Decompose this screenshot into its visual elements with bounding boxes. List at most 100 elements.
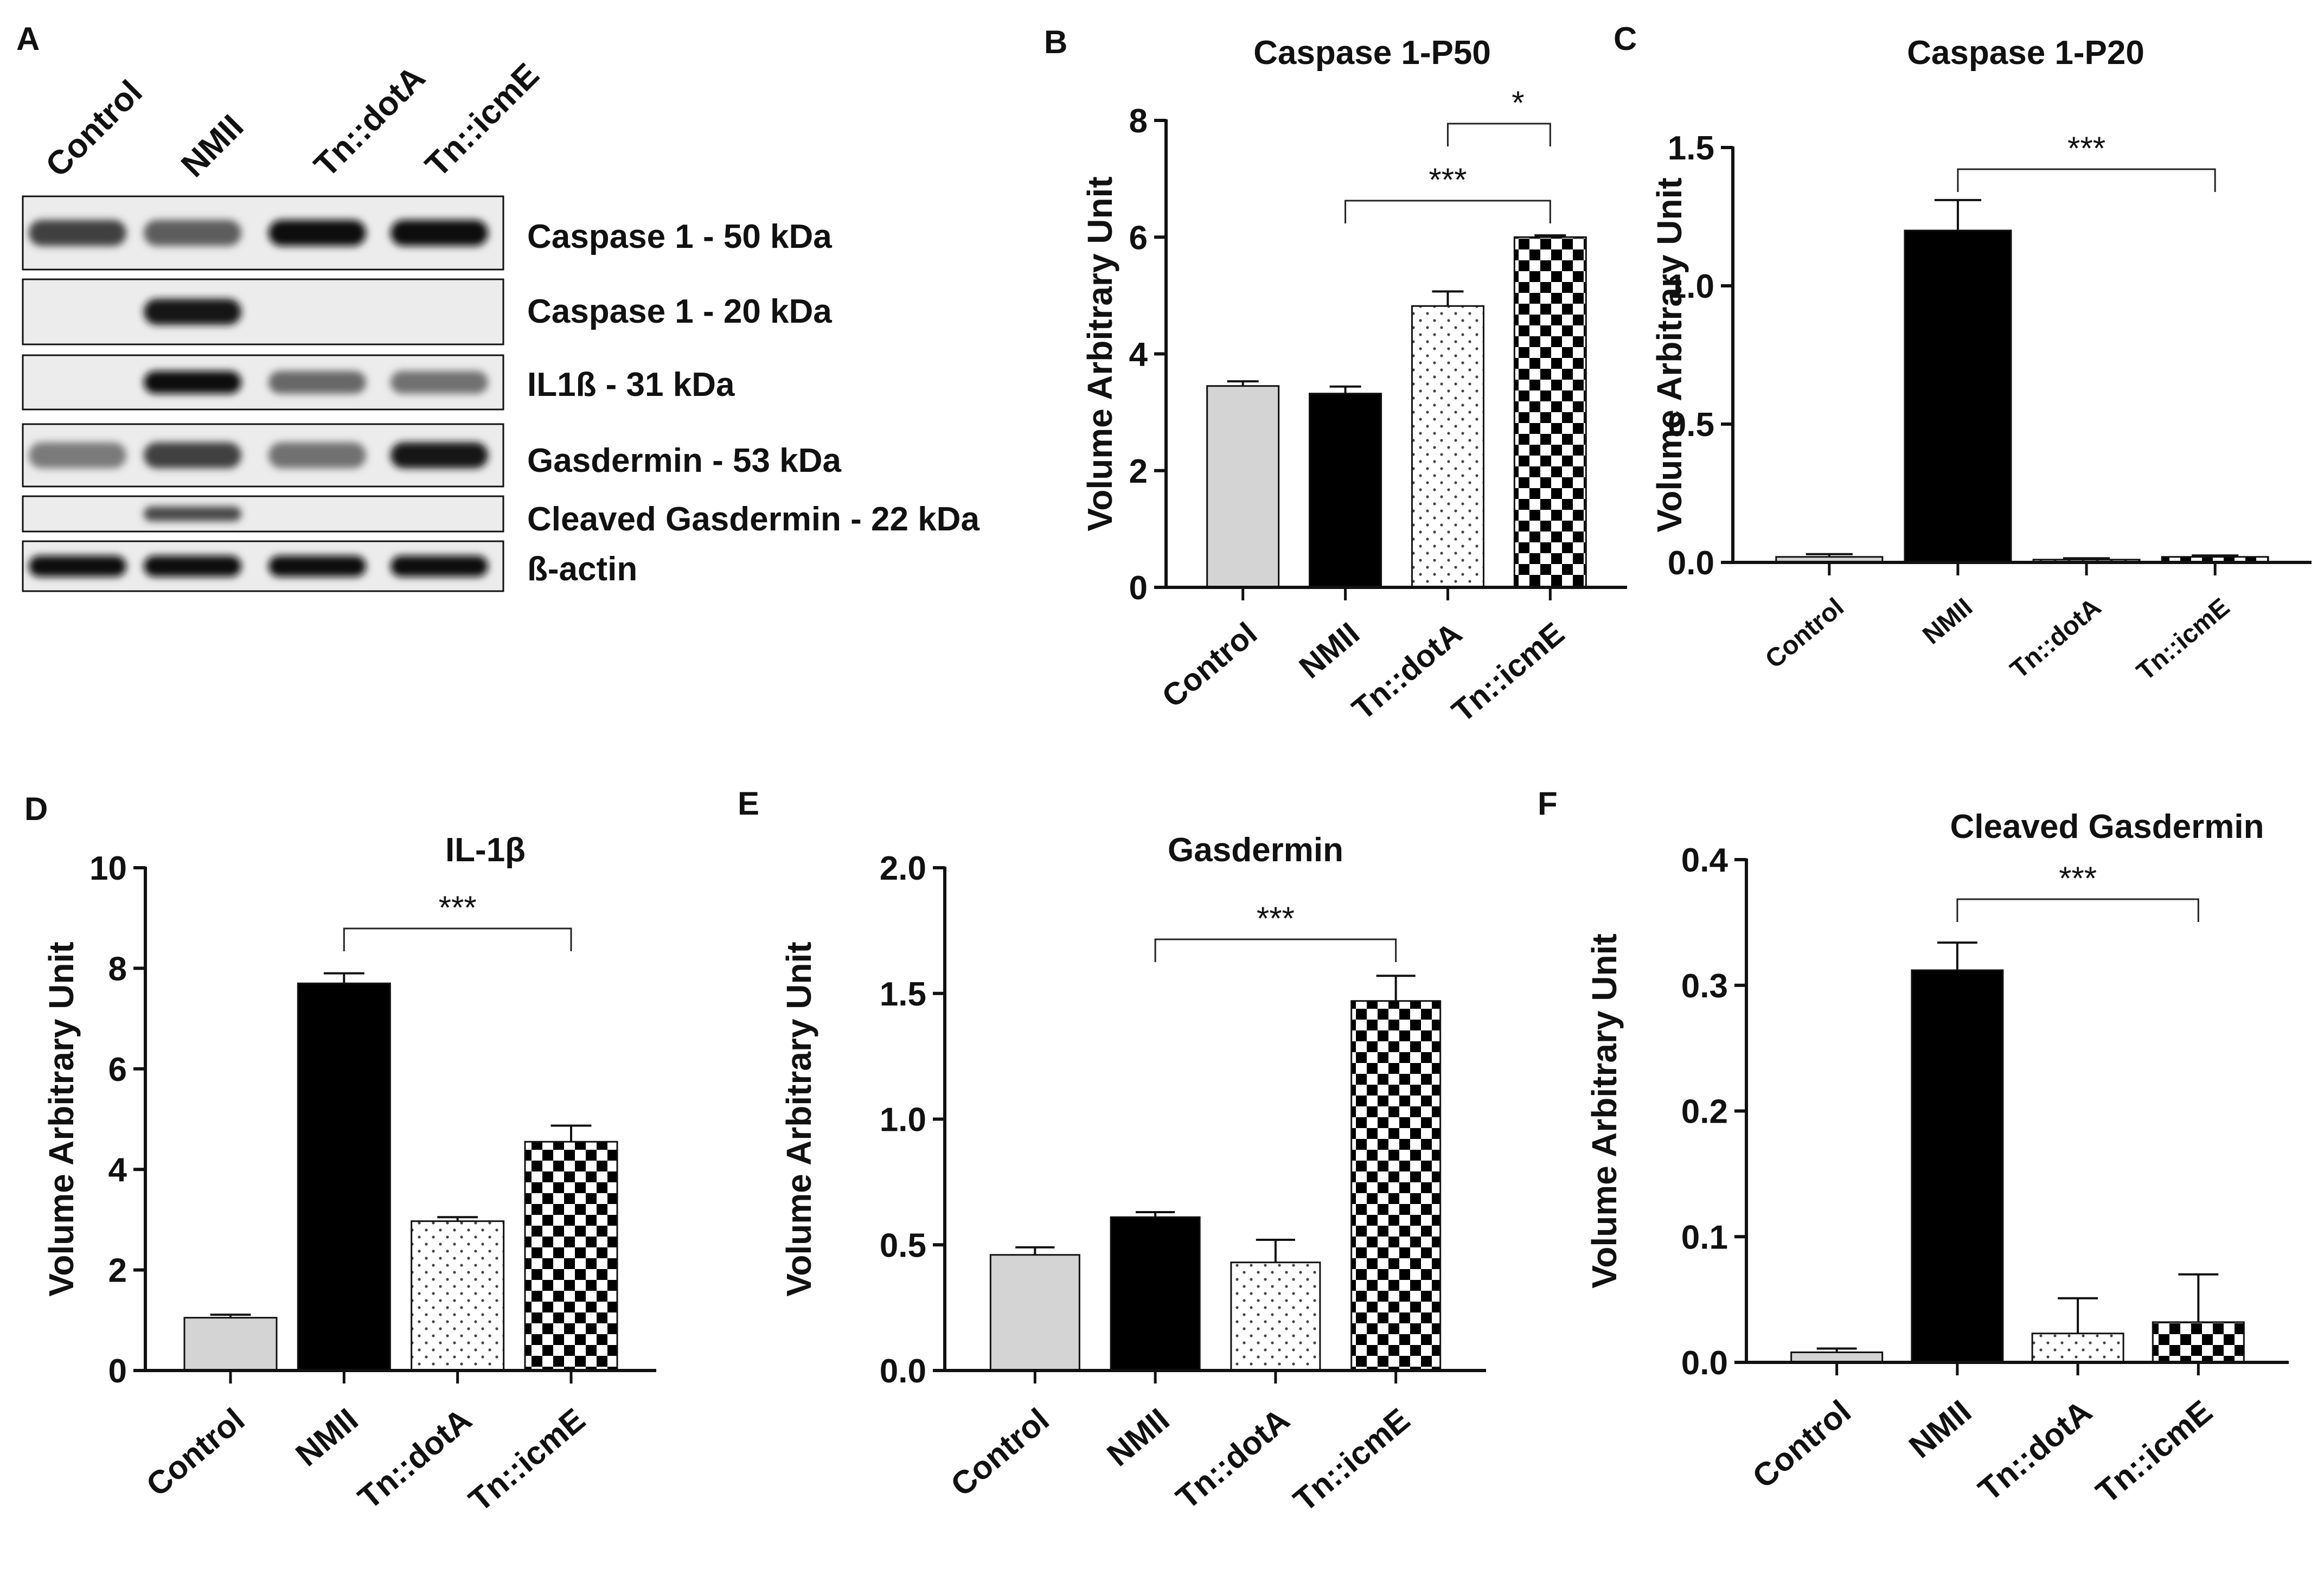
y-tick-label: 0.5 (1668, 406, 1714, 444)
x-tick-label: Tn::dotA (1169, 1401, 1296, 1516)
chart-title: IL-1β (445, 831, 526, 869)
chart-caspase-p20: Caspase 1-P20 Volume Arbitrary Unit 0.0 0.5… (1650, 34, 2312, 686)
y-tick-label: 8 (108, 950, 127, 988)
panel-letter-f: F (1538, 785, 1558, 822)
y-tick-label: 0.0 (880, 1353, 926, 1390)
x-tick-label: Tn::icmE (1445, 616, 1571, 729)
blot-band (144, 506, 241, 522)
significance-bracket (1446, 123, 1551, 146)
x-tick-label: Tn::dotA (351, 1401, 478, 1516)
y-tick-label: 0.5 (880, 1227, 926, 1264)
blot-band (29, 220, 126, 246)
x-tick-label: Control (1746, 1393, 1858, 1495)
significance-label: *** (1257, 900, 1295, 937)
x-tick-label: NMII (1292, 616, 1366, 685)
chart-title: Gasdermin (1168, 831, 1343, 869)
blot-band (268, 442, 366, 469)
blot-band (268, 555, 366, 577)
bar-tn-dota (1230, 1261, 1321, 1372)
bar-nmii (1904, 229, 2012, 563)
blot-band (144, 371, 241, 394)
chart-title: Cleaved Gasdermin (1950, 808, 2264, 846)
significance-label: *** (1429, 162, 1467, 198)
blot-row-label: ß-actin (527, 550, 637, 588)
panel-letter-d: D (24, 791, 48, 827)
y-tick-label: 4 (1129, 336, 1148, 374)
panel-letter-b: B (1044, 24, 1067, 60)
x-tick-label: Control (944, 1401, 1055, 1503)
y-tick-label: 0 (108, 1353, 127, 1390)
y-tick-label: 10 (89, 850, 127, 887)
blot-band (390, 442, 488, 469)
x-tick-label: Tn::dotA (2005, 593, 2107, 684)
y-tick-label: 1.5 (880, 976, 926, 1013)
blot-band (144, 220, 241, 246)
bar-nmii (1309, 393, 1382, 588)
y-tick-label: 1.0 (880, 1101, 926, 1139)
bar-control (183, 1317, 278, 1372)
y-axis-label: Volume Arbitrary Unit (1080, 176, 1119, 531)
chart-il1b: IL-1β Volume Arbitrary Unit 0 2 4 6 8 10 Control… (42, 831, 656, 1519)
x-tick-label: NMII (1100, 1401, 1176, 1474)
significance-bracket (343, 927, 572, 951)
blot-lane-label: Control (39, 73, 150, 184)
panel-letter-c: C (1614, 21, 1637, 57)
x-tick-label: Control (139, 1401, 251, 1503)
y-tick-label: 8 (1129, 103, 1148, 140)
blot-lane-label: Tn::icmE (418, 56, 546, 184)
x-tick-label: Control (1760, 593, 1849, 674)
bar-nmii (1110, 1216, 1201, 1372)
x-tick-label: NMII (289, 1401, 365, 1474)
blot-band (29, 442, 126, 469)
bar-tn-icme (1350, 1000, 1442, 1372)
x-tick-label: Tn::dotA (1346, 616, 1469, 727)
significance-bracket (1345, 200, 1551, 223)
chart-title: Caspase 1-P20 (1907, 34, 2144, 72)
bar-tn-dota (411, 1220, 505, 1372)
significance-bracket (1956, 898, 2199, 922)
blot-band (268, 220, 366, 246)
blot-row-label: Cleaved Gasdermin - 22 kDa (527, 501, 979, 538)
blot-band (144, 555, 241, 577)
blot-band (390, 555, 488, 577)
blot-band (29, 555, 126, 577)
bar-control (1206, 385, 1280, 588)
x-tick-label: Tn::icmE (462, 1401, 592, 1519)
blot-band (268, 371, 366, 394)
blot-lane-label: NMII (174, 108, 251, 184)
y-tick-label: 0 (1129, 569, 1148, 607)
blot-row-label: IL1ß - 31 kDa (527, 366, 735, 404)
panel-letter-a: A (16, 21, 40, 57)
bar-tn-dota (2031, 1333, 2124, 1363)
bar-control (989, 1254, 1080, 1372)
y-tick-label: 0.4 (1681, 842, 1728, 879)
y-tick-label: 0.0 (1668, 545, 1714, 582)
y-axis-label: Volume Arbitrary Unit (42, 942, 81, 1296)
x-tick-label: Tn::dotA (1971, 1393, 2098, 1508)
y-axis-label: Volume Arbitrary Unit (779, 942, 818, 1296)
y-tick-label: 0.2 (1681, 1093, 1728, 1131)
y-tick-label: 1.5 (1668, 130, 1714, 167)
bar-nmii (297, 982, 391, 1372)
blot-band (390, 371, 488, 394)
x-tick-label: NMII (1902, 1393, 1978, 1465)
y-tick-label: 0.1 (1681, 1219, 1728, 1256)
y-axis-label: Volume Arbitrary Unit (1650, 177, 1689, 532)
chart-title: Caspase 1-P50 (1253, 34, 1491, 72)
significance-label: *** (2067, 130, 2105, 166)
y-tick-label: 2 (108, 1252, 127, 1290)
blot-band (390, 220, 488, 246)
blot-band (144, 299, 241, 325)
blot-band (144, 442, 241, 469)
blot-strip (22, 278, 504, 345)
bar-tn-dota (1411, 305, 1484, 588)
y-tick-label: 0.3 (1681, 968, 1728, 1005)
y-tick-label: 1.0 (1668, 268, 1714, 305)
x-tick-label: Tn::icmE (1286, 1401, 1417, 1519)
y-tick-label: 2 (1129, 453, 1148, 490)
significance-bracket (1957, 168, 2216, 192)
blot-row-label: Gasdermin - 53 kDa (527, 442, 841, 479)
y-tick-label: 6 (1129, 219, 1148, 257)
